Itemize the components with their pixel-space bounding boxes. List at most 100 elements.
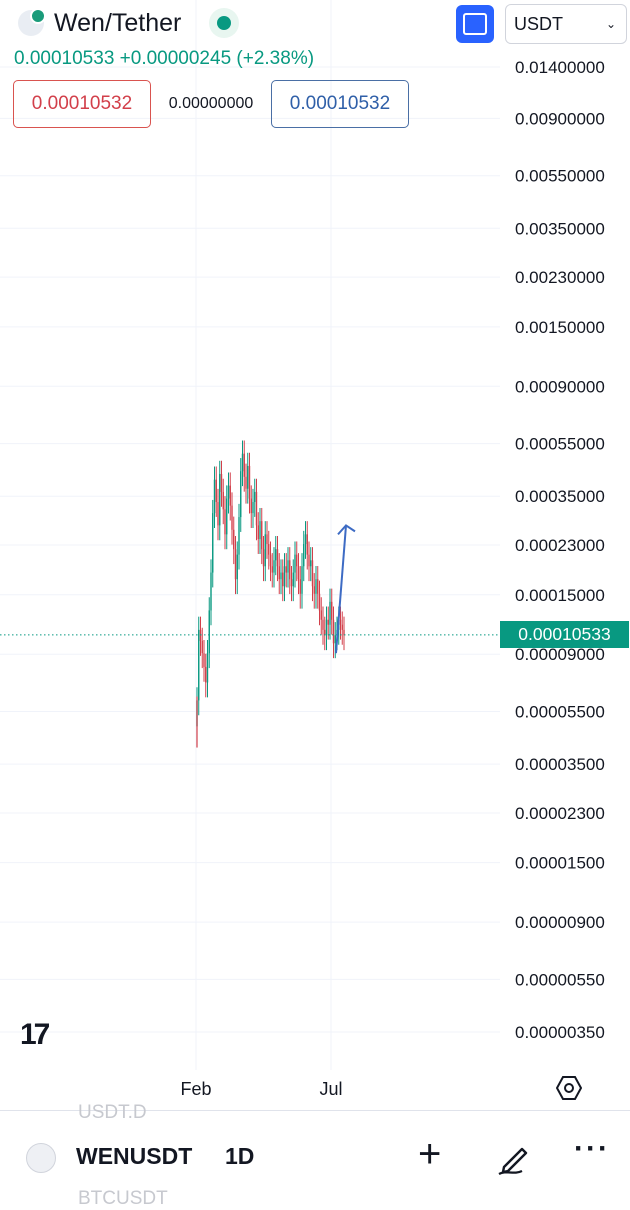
sell-price-box[interactable]: 0.00010532	[13, 80, 151, 128]
candle-body	[324, 629, 326, 636]
candle-body	[264, 534, 266, 567]
candle-body	[343, 629, 345, 636]
y-tick-label: 0.00000900	[515, 913, 605, 932]
candle-body	[205, 666, 207, 683]
candle-body	[213, 479, 216, 514]
symbol-title: Wen/Tether	[54, 8, 182, 37]
settings-icon[interactable]	[556, 1075, 582, 1101]
candle-body	[269, 554, 272, 567]
buy-price-box[interactable]: 0.00010532	[271, 80, 409, 128]
candle-body	[247, 465, 249, 489]
candle-body	[203, 653, 205, 667]
candle-body	[198, 629, 200, 701]
y-tick-label: 0.00001500	[515, 854, 605, 873]
candle-body	[283, 566, 286, 587]
x-axis: Feb Jul	[180, 1079, 342, 1099]
candle-body	[273, 560, 275, 573]
candle-body	[220, 473, 223, 492]
tradingview-logo-icon[interactable]: 17	[20, 1018, 50, 1051]
currency-select[interactable]: USDT ⌄	[505, 4, 627, 44]
candle-body	[255, 491, 258, 526]
candle-body	[241, 453, 244, 472]
symbol-header[interactable]: Wen/Tether	[18, 8, 240, 38]
status-dot-icon[interactable]	[209, 8, 240, 38]
symbol-name-button[interactable]: WENUSDT	[76, 1143, 193, 1169]
candle-body	[301, 566, 303, 594]
drawing-pen-icon[interactable]	[496, 1140, 532, 1176]
candle-body	[234, 549, 237, 580]
candles	[196, 440, 345, 748]
candle-body	[231, 505, 233, 530]
y-axis: 0.01400000 0.00900000 0.00550000 0.00350000…	[515, 58, 605, 1042]
candle-body	[306, 534, 308, 555]
fullscreen-button[interactable]	[456, 5, 494, 43]
candle-body	[278, 566, 280, 580]
y-tick-label: 0.00000550	[515, 970, 605, 989]
candle-body	[341, 624, 343, 630]
y-tick-label: 0.00055000	[515, 435, 605, 454]
candle-body	[222, 491, 224, 510]
candle-body	[262, 549, 265, 567]
candle-body	[294, 554, 296, 573]
chevron-down-icon: ⌄	[605, 17, 616, 31]
candle-body	[240, 471, 242, 518]
chart-grid	[0, 0, 500, 1070]
candle-body	[331, 601, 333, 620]
candle-body	[308, 554, 310, 567]
y-tick-label: 0.00900000	[515, 109, 605, 128]
candle-body	[271, 566, 273, 573]
candle-body	[217, 502, 219, 526]
trend-arrow-drawing[interactable]	[335, 524, 356, 654]
y-tick-label: 0.00003500	[515, 755, 605, 774]
candle-body	[268, 544, 270, 555]
candle-body	[208, 610, 210, 654]
ghost-symbol-above: USDT.D	[78, 1102, 147, 1123]
y-tick-label: 0.00023000	[515, 536, 605, 555]
x-tick-label: Jul	[319, 1079, 342, 1099]
y-tick-label: 0.00230000	[515, 268, 605, 287]
y-tick-label: 0.00015000	[515, 586, 605, 605]
currency-select-value: USDT	[514, 13, 563, 34]
candle-body	[339, 619, 342, 625]
candle-body	[318, 593, 321, 611]
candle-body	[327, 619, 329, 625]
spread-value: 0.00000000	[168, 95, 254, 112]
candle-body	[290, 579, 293, 587]
price-change-line: 0.00010533 +0.00000245 (+2.38%)	[14, 48, 315, 69]
more-icon[interactable]: ···	[574, 1132, 610, 1165]
candle-body	[299, 579, 301, 594]
x-tick-label: Feb	[180, 1079, 211, 1099]
candle-body	[285, 566, 287, 573]
y-tick-label: 0.00150000	[515, 318, 605, 337]
y-tick-label: 0.00000350	[515, 1023, 605, 1042]
y-tick-label: 0.00090000	[515, 377, 605, 396]
candle-body	[332, 619, 335, 644]
candle-body	[292, 572, 294, 587]
candle-body	[238, 517, 240, 555]
candle-body	[254, 491, 256, 503]
candle-body	[227, 485, 230, 499]
candle-body	[206, 653, 209, 683]
candle-body	[310, 560, 312, 567]
candle-body	[334, 635, 336, 644]
candle-body	[233, 529, 235, 550]
candle-body	[275, 549, 277, 561]
timeframe-button[interactable]: 1D	[225, 1143, 255, 1169]
plus-icon[interactable]: +	[418, 1132, 442, 1176]
y-tick-label: 0.00350000	[515, 219, 605, 238]
candle-body	[259, 521, 261, 540]
price-chart[interactable]: 0.01400000 0.00900000 0.00550000 0.00350000…	[0, 0, 630, 1110]
candle-body	[303, 544, 305, 567]
candle-body	[229, 485, 231, 506]
candle-body	[289, 560, 291, 580]
candle-body	[250, 498, 252, 514]
candle-body	[325, 619, 328, 636]
candle-body	[236, 554, 238, 580]
fullscreen-icon	[463, 13, 487, 35]
candle-body	[317, 579, 319, 594]
symbol-avatar[interactable]	[26, 1143, 56, 1173]
candle-body	[296, 554, 298, 567]
candle-body	[245, 476, 247, 489]
current-price-tag: 0.00010533	[500, 621, 629, 648]
candle-body	[329, 601, 331, 625]
